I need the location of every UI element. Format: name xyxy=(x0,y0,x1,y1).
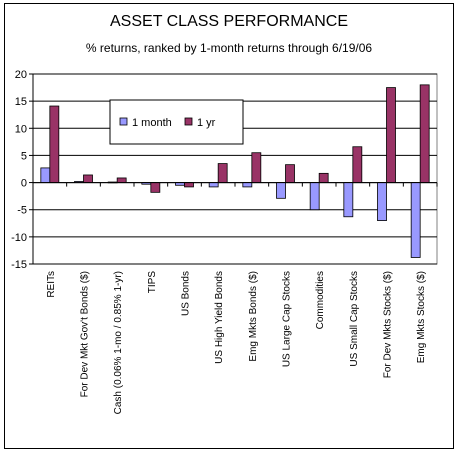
legend-box xyxy=(109,99,244,145)
bars xyxy=(40,84,430,258)
chart-title: ASSET CLASS PERFORMANCE xyxy=(110,13,348,30)
y-tick-label: -15 xyxy=(11,259,27,271)
category-label: Emg Mkts Stocks ($) xyxy=(416,271,427,363)
bar-1-month xyxy=(377,182,387,221)
bar-1-yr xyxy=(419,84,430,183)
bar-1-month xyxy=(208,182,219,188)
y-tick-label: 10 xyxy=(15,123,27,135)
category-label: TIPS xyxy=(147,271,158,294)
chart-subtitle: % returns, ranked by 1-month returns thr… xyxy=(85,41,373,55)
bar-1-month xyxy=(242,182,253,188)
bar-1-yr xyxy=(217,163,228,183)
bar-1-yr xyxy=(83,174,93,183)
category-label: US Bonds xyxy=(181,271,192,316)
bar-1-yr xyxy=(184,182,194,188)
legend-label-1-month: 1 month xyxy=(132,117,172,129)
bar-1-yr xyxy=(318,172,329,183)
category-label: For Dev Mkts Stocks ($) xyxy=(383,271,394,378)
bar-1-month xyxy=(40,167,51,183)
category-label: US Small Cap Stocks xyxy=(349,271,360,367)
bar-1-month xyxy=(410,182,421,258)
bar-1-yr xyxy=(285,164,295,183)
y-tick-label: -10 xyxy=(11,232,27,244)
y-tick-label: 5 xyxy=(21,150,27,162)
category-label: For Dev Mkt Gov't Bonds ($) xyxy=(80,271,91,397)
axes xyxy=(29,73,438,265)
category-label: REITs xyxy=(46,271,57,298)
bar-1-yr xyxy=(386,87,396,183)
category-labels: REITs For Dev Mkt Gov't Bonds ($) Cash (0.… xyxy=(46,271,427,415)
bar-1-month xyxy=(276,182,286,199)
bar-1-yr xyxy=(49,105,60,183)
y-tick-labels: -15 -10 -5 0 5 10 15 20 xyxy=(11,69,27,271)
bar-1-yr xyxy=(150,182,161,193)
bar-1-month xyxy=(309,182,320,211)
bar-1-yr xyxy=(116,177,127,183)
bar-1-yr xyxy=(251,152,262,183)
legend: 1 month 1 yr xyxy=(109,99,244,145)
bar-1-yr xyxy=(352,146,363,183)
y-tick-label: 20 xyxy=(15,69,27,81)
category-label: Emg Mkts Bonds ($) xyxy=(248,271,259,362)
y-tick-label: -5 xyxy=(17,205,27,217)
y-tick-label: 0 xyxy=(21,178,27,190)
bar-1-month xyxy=(343,182,354,218)
category-label: US High Yield Bonds xyxy=(214,271,225,364)
y-tick-label: 15 xyxy=(15,96,27,108)
category-label: US Large Cap Stocks xyxy=(282,271,293,367)
legend-label-1-yr: 1 yr xyxy=(197,117,216,129)
legend-swatch-1-month xyxy=(119,117,128,126)
legend-swatch-1-yr xyxy=(184,117,193,126)
category-label: Commodities xyxy=(315,271,326,329)
category-label: Cash (0.06% 1-mo / 0.85% 1-yr) xyxy=(113,271,124,414)
